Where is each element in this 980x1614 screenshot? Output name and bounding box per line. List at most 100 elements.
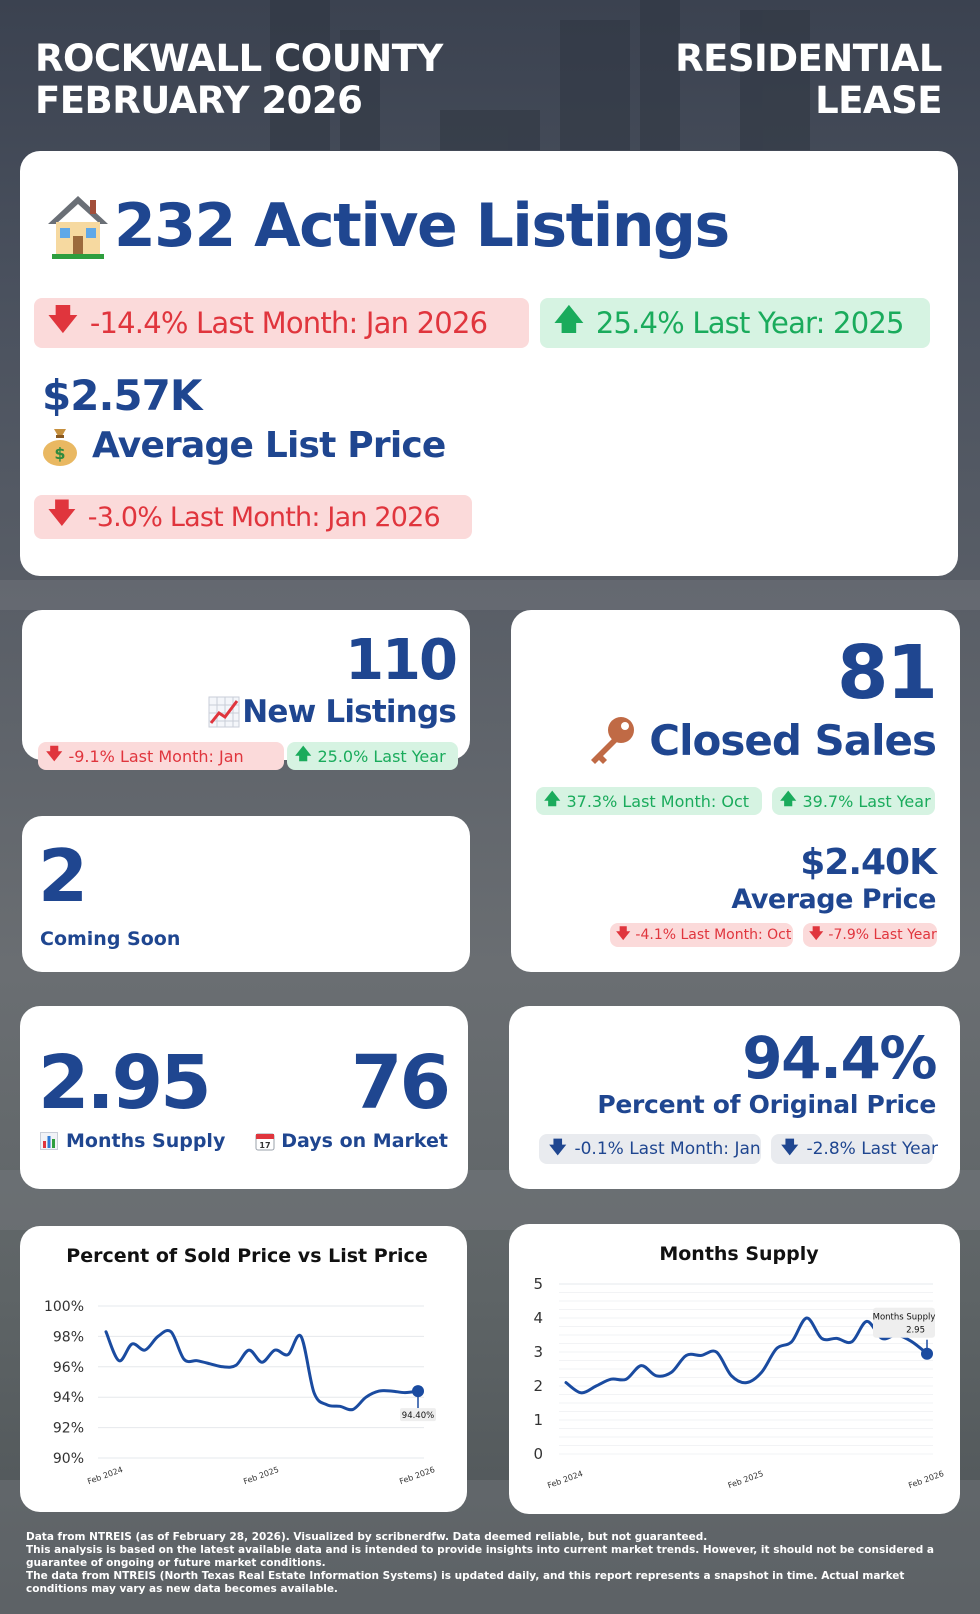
active-listings-mom-badge: 🡇 -14.4% Last Month: Jan 2026 [34,298,529,348]
months-supply-label: Months Supply [66,1130,226,1152]
y-tick-label: 5 [533,1275,543,1293]
sold-vs-list-chart-card: Percent of Sold Price vs List Price 90% 92… [20,1226,467,1512]
pct-original-mom-badge: 🡇 -0.1% Last Month: Jan [539,1134,761,1164]
x-tick-label: Feb 2025 [242,1465,280,1486]
new-listings-card: 110 New Listings 🡇 -9.1% Last Month: Jan… [22,610,470,770]
x-tick-label: Feb 2025 [727,1469,765,1490]
avg-list-price-label: Average List Price [92,424,446,466]
closed-sales-mom-badge: 🡅 37.3% Last Month: Oct [536,787,762,815]
new-listings-heading: New Listings [208,694,457,730]
chart-increasing-icon [208,696,240,728]
new-listings-value: 110 [345,628,458,693]
arrow-up-icon: 🡅 [544,788,561,808]
days-on-market-heading: 17 Days on Market [255,1130,448,1152]
arrow-down-icon: 🡇 [809,926,824,942]
report-type-title: RESIDENTIAL LEASE [675,38,942,122]
annotation-label: 94.40% [402,1411,434,1421]
arrow-up-icon: 🡅 [554,301,584,336]
month-line: FEBRUARY 2026 [35,79,363,122]
key-icon [591,717,635,764]
avg-list-price-value: $2.57K [42,371,202,420]
series-line [104,1329,420,1412]
x-tick-label: Feb 2026 [907,1469,945,1490]
yoy-text: -7.9% Last Year [828,927,937,943]
type-line-2: LEASE [815,79,942,122]
calendar-icon: 17 [255,1133,275,1151]
footer-line-2: This analysis is based on the latest ava… [26,1544,934,1569]
months-supply-heading: Months Supply [40,1130,225,1152]
mom-text: -3.0% Last Month: Jan 2026 [87,501,441,533]
mom-text: 37.3% Last Month: Oct [566,791,750,811]
yoy-text: 25.0% Last Year [317,746,446,766]
pct-original-card: 94.4% Percent of Original Price 🡇 -0.1% … [509,1006,960,1189]
y-tick-label: 3 [533,1343,543,1361]
active-listings-yoy-badge: 🡅 25.4% Last Year: 2025 [540,298,930,348]
arrow-down-icon: 🡇 [48,301,78,336]
arrow-up-icon: 🡅 [780,788,797,808]
y-tick-label: 2 [533,1377,543,1395]
annotation-label: Months Supply [873,1313,936,1323]
money-bag-icon: $ [43,429,77,466]
active-listings-text: 232 Active Listings [114,191,730,261]
svg-text:17: 17 [260,1141,271,1150]
svg-text:$: $ [54,444,65,463]
months-supply-value: 2.95 [38,1040,212,1126]
arrow-down-icon: 🡇 [549,1137,567,1158]
y-tick-label: 90% [53,1451,84,1467]
annotation-value: 2.95 [906,1326,925,1336]
y-tick-label: 96% [53,1360,84,1376]
bar-chart-icon [40,1132,58,1150]
days-on-market-label: Days on Market [281,1130,448,1152]
closed-avg-price-yoy-badge: 🡇 -7.9% Last Year [803,923,937,947]
arrow-up-icon: 🡅 [295,743,312,763]
arrow-down-icon: 🡇 [781,1137,799,1158]
chart-title: Percent of Sold Price vs List Price [66,1245,427,1267]
y-tick-label: 98% [53,1329,84,1345]
x-tick-label: Feb 2024 [546,1469,584,1490]
arrow-down-icon: 🡇 [616,926,631,942]
footer-line-3: The data from NTREIS (North Texas Real E… [26,1570,905,1595]
coming-soon-card: 2 Coming Soon [22,816,470,972]
y-tick-label: 4 [533,1309,543,1327]
days-on-market-value: 76 [351,1040,451,1126]
active-listings-card: 232 Active Listings 🡇 -14.4% Last Month:… [20,151,958,576]
county-title: ROCKWALL COUNTY FEBRUARY 2026 [35,38,443,122]
pct-original-label: Percent of Original Price [597,1090,936,1119]
footer-line-1: Data from NTREIS (as of February 28, 202… [26,1531,708,1543]
y-tick-label: 100% [44,1299,84,1315]
mom-text: -9.1% Last Month: Jan [68,746,244,766]
mom-text: -4.1% Last Month: Oct [635,927,792,943]
chart-title: Months Supply [659,1243,819,1265]
yoy-text: 39.7% Last Year [802,791,931,811]
closed-sales-heading: Closed Sales [585,714,937,766]
avg-list-price-mom-badge: 🡇 -3.0% Last Month: Jan 2026 [34,495,472,539]
avg-list-price-heading: $ Average List Price [40,423,446,467]
sold-vs-list-chart: Percent of Sold Price vs List Price 90% 92… [44,1245,436,1486]
series-line [564,1316,929,1395]
closed-avg-price-mom-badge: 🡇 -4.1% Last Month: Oct [610,923,793,947]
county-line: ROCKWALL COUNTY [35,37,443,80]
x-tick-label: Feb 2024 [86,1465,124,1486]
closed-avg-price-label: Average Price [731,884,936,915]
closed-avg-price-value: $2.40K [800,842,937,883]
yoy-text: 25.4% Last Year: 2025 [595,306,905,340]
new-listings-mom-badge: 🡇 -9.1% Last Month: Jan [38,742,284,770]
pct-original-value: 94.4% [742,1024,937,1092]
months-supply-chart: Months Supply 0 1 2 3 4 5 Feb 2024 Feb 2025 Feb 2… [533,1243,945,1490]
annotation-box [873,1307,935,1338]
active-listings-headline: 232 Active Listings [46,191,730,261]
y-tick-label: 92% [53,1421,84,1437]
closed-sales-label: Closed Sales [649,715,937,765]
footer-disclaimer: Data from NTREIS (as of February 28, 202… [26,1531,966,1596]
mom-text: -14.4% Last Month: Jan 2026 [89,306,488,340]
arrow-down-icon: 🡇 [46,743,63,763]
y-tick-label: 0 [533,1445,543,1463]
house-icon [48,196,108,259]
yoy-text: -2.8% Last Year [806,1139,939,1159]
mom-text: -0.1% Last Month: Jan [574,1139,761,1159]
supply-days-card: 2.95 Months Supply 76 17 Days on Market [20,1006,468,1189]
x-tick-label: Feb 2026 [398,1465,436,1486]
y-tick-label: 94% [53,1390,84,1406]
closed-sales-yoy-badge: 🡅 39.7% Last Year [772,787,935,815]
new-listings-label: New Listings [242,694,457,730]
